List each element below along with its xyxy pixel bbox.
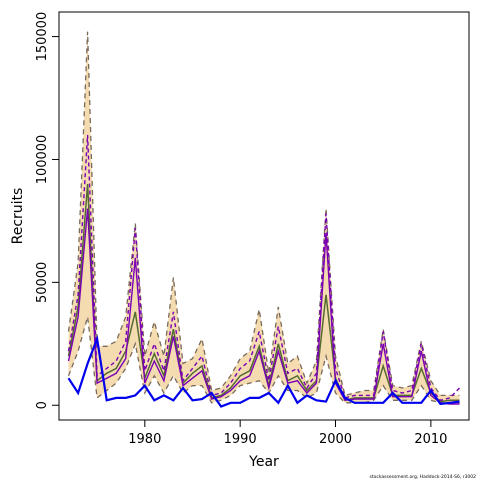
confidence-band [68,31,460,403]
retro-line-1 [67,134,461,402]
x-tick-label: 1990 [224,432,257,447]
x-axis: 1980 1990 2000 2010 [128,419,447,447]
y-tick-label: 150000 [35,12,50,62]
band-lower-line [67,316,460,404]
y-tick-label: 100000 [35,135,50,185]
y-axis: 0 50000 100000 150000 [35,12,60,409]
band-upper-line [67,31,460,397]
x-tick-label: 2010 [414,432,447,447]
retro-line-2 [67,208,460,405]
x-tick-label: 1980 [128,432,161,447]
credit-text: stockassessment.org, Haddock-2014-S6, r3… [370,474,477,480]
x-axis-label: Year [248,454,279,470]
y-tick-label: 50000 [35,262,50,303]
y-axis-label: Recruits [10,188,26,245]
observed-line [67,334,460,408]
x-tick-label: 2000 [319,432,352,447]
y-tick-label: 0 [35,401,50,409]
plot-area [67,31,461,408]
